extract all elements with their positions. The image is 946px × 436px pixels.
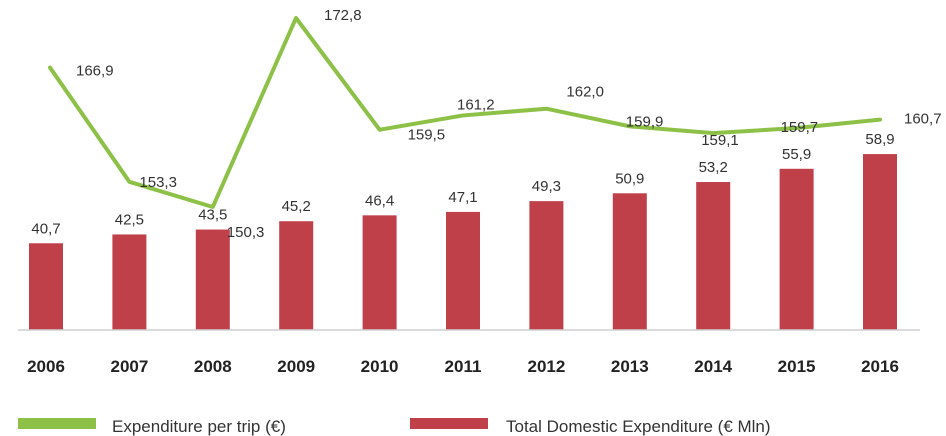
bar-2013 (612, 193, 647, 330)
bar-2016 (863, 154, 897, 330)
legend-label-bar: Total Domestic Expenditure (€ Mln) (506, 417, 771, 436)
line-label-2013: 159,9 (626, 113, 664, 130)
bar-label-2008: 43,5 (198, 207, 227, 224)
bar-label-2006: 40,7 (31, 220, 60, 237)
bar-2012 (529, 201, 564, 330)
legend-label-line: Expenditure per trip (€) (112, 417, 286, 436)
line-label-2008: 150,3 (227, 224, 265, 241)
bar-label-2016: 58,9 (865, 131, 894, 148)
x-tick-2010: 2010 (361, 357, 399, 376)
bar-label-2013: 50,9 (615, 170, 644, 187)
line-label-2012: 162,0 (566, 84, 604, 101)
bar-2009 (279, 221, 314, 330)
bar-label-2015: 55,9 (782, 146, 811, 163)
bar-label-2007: 42,5 (115, 211, 144, 228)
bar-label-2012: 49,3 (532, 178, 561, 195)
line-label-2010: 159,5 (408, 127, 446, 144)
bar-2011 (446, 211, 480, 330)
legend: Expenditure per trip (€) Total Domestic … (18, 417, 771, 436)
line-label-2009: 172,8 (324, 7, 362, 24)
bar-2008 (195, 229, 230, 330)
x-tick-2007: 2007 (110, 357, 148, 376)
bar-2015 (779, 168, 814, 330)
line-label-2007: 153,3 (139, 174, 177, 191)
bar-label-2009: 45,2 (282, 198, 311, 215)
x-tick-2012: 2012 (527, 357, 565, 376)
line-label-2016: 160,7 (904, 111, 942, 128)
x-tick-2015: 2015 (778, 357, 816, 376)
line-label-2006: 166,9 (76, 63, 114, 80)
x-tick-2008: 2008 (194, 357, 232, 376)
line-value-labels: 166,9 153,3 150,3 172,8 159,5 161,2 162,0 159,9… (76, 7, 942, 241)
bar-label-2010: 46,4 (365, 192, 394, 209)
x-tick-labels: 2006 2007 2008 2009 2010 2011 2012 2013 2014 2015… (27, 357, 899, 376)
bar-2014 (696, 182, 731, 330)
x-tick-2016: 2016 (861, 357, 899, 376)
x-tick-2014: 2014 (694, 357, 732, 376)
legend-swatch-line (18, 418, 96, 429)
bar-2007 (112, 234, 147, 330)
line-label-2015: 159,7 (781, 119, 819, 136)
legend-swatch-bar (410, 418, 488, 429)
bar-2010 (362, 215, 397, 330)
bar-label-2011: 47,1 (448, 189, 477, 206)
line-series (48, 16, 882, 209)
bar-series (29, 154, 897, 330)
x-tick-2013: 2013 (611, 357, 649, 376)
bar-label-2014: 53,2 (699, 159, 728, 176)
x-tick-2009: 2009 (277, 357, 315, 376)
x-tick-2011: 2011 (445, 357, 482, 376)
line-label-2011: 161,2 (457, 96, 495, 113)
x-tick-2006: 2006 (27, 357, 65, 376)
line-expenditure-per-trip (48, 16, 882, 209)
bar-value-labels: 40,7 42,5 43,5 45,2 46,4 47,1 49,3 50,9 53,2 55,9… (31, 131, 894, 237)
bar-2006 (29, 243, 63, 330)
line-label-2014: 159,1 (701, 132, 739, 149)
